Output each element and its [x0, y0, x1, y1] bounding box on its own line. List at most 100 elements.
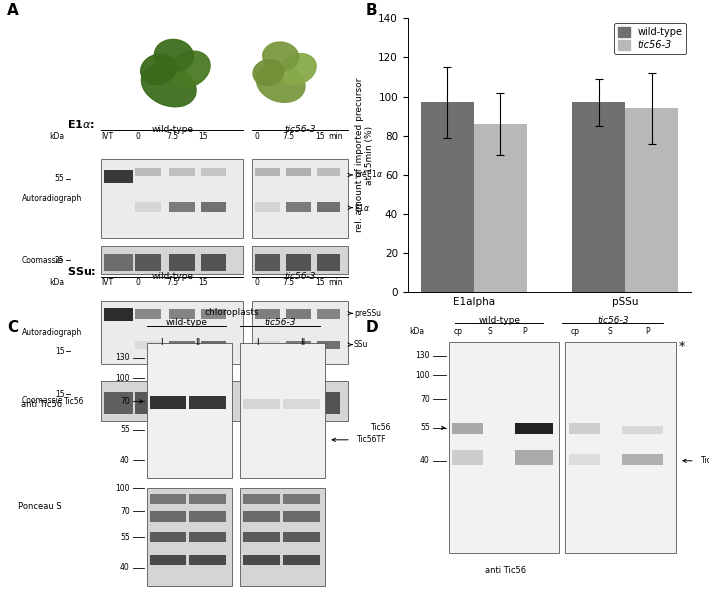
Text: 55: 55	[120, 532, 130, 541]
Text: IVT: IVT	[101, 132, 113, 141]
Bar	[135, 341, 161, 348]
Text: min: min	[328, 278, 342, 287]
Text: 40: 40	[120, 456, 130, 465]
Bar	[150, 512, 186, 522]
Bar	[150, 532, 186, 542]
Text: Tic56TF: Tic56TF	[701, 456, 709, 465]
Text: Coomassie: Coomassie	[22, 256, 64, 264]
Text: P: P	[645, 327, 650, 336]
Bar	[150, 555, 186, 565]
Bar	[283, 532, 320, 542]
Bar	[623, 454, 663, 465]
Text: 15: 15	[55, 390, 65, 399]
Text: 15: 15	[315, 278, 325, 287]
Bar	[569, 454, 600, 465]
Text: Autoradiograph: Autoradiograph	[22, 328, 82, 337]
Text: 40: 40	[120, 563, 130, 572]
Bar	[515, 450, 553, 465]
Bar	[243, 532, 280, 542]
Bar	[569, 423, 600, 434]
Text: Tic56TF: Tic56TF	[357, 435, 386, 445]
Bar	[135, 169, 161, 176]
Bar	[135, 392, 161, 414]
Text: 130: 130	[415, 351, 430, 360]
Text: preSSu: preSSu	[354, 309, 381, 318]
Ellipse shape	[155, 40, 194, 71]
Bar	[189, 532, 226, 542]
Bar	[135, 202, 161, 211]
Text: *: *	[679, 340, 686, 353]
Text: 7.5: 7.5	[166, 132, 179, 141]
Bar	[515, 423, 553, 434]
Bar	[243, 512, 280, 522]
Bar	[317, 253, 340, 270]
Bar	[169, 202, 195, 211]
Text: min: min	[328, 132, 342, 141]
Bar	[201, 202, 226, 211]
Bar	[255, 169, 280, 176]
Text: 100: 100	[116, 484, 130, 493]
Bar	[452, 450, 484, 465]
Text: preE1$\alpha$: preE1$\alpha$	[354, 169, 383, 181]
Ellipse shape	[141, 64, 196, 107]
Bar	[101, 301, 243, 364]
Bar	[317, 202, 340, 211]
Bar	[449, 342, 559, 553]
Bar	[201, 253, 226, 270]
Text: 25: 25	[55, 256, 65, 264]
Text: A: A	[7, 3, 19, 18]
Bar	[240, 343, 325, 478]
Text: D: D	[365, 320, 378, 335]
Bar	[150, 396, 186, 409]
Bar	[255, 309, 280, 319]
Text: 100: 100	[116, 374, 130, 383]
Text: E1$\alpha$: E1$\alpha$	[354, 202, 370, 213]
Bar	[286, 309, 311, 319]
Text: tic56-3: tic56-3	[264, 319, 296, 327]
Bar	[286, 169, 311, 176]
Bar	[452, 423, 484, 434]
Bar	[104, 392, 133, 414]
Bar	[104, 308, 133, 321]
Text: II: II	[195, 337, 201, 347]
Bar	[201, 341, 226, 348]
Bar	[240, 488, 325, 586]
Text: chloroplasts: chloroplasts	[204, 308, 259, 317]
Bar	[252, 301, 348, 364]
Text: $\mathbf{E1}\alpha$:: $\mathbf{E1}\alpha$:	[67, 118, 95, 130]
Bar	[283, 493, 320, 504]
Bar	[169, 392, 195, 414]
Bar	[201, 392, 226, 414]
Text: cp: cp	[454, 327, 463, 336]
Bar	[243, 555, 280, 565]
Text: 0: 0	[136, 278, 140, 287]
Bar	[101, 381, 243, 421]
Text: anti Tic56: anti Tic56	[21, 400, 62, 409]
Bar	[255, 253, 280, 270]
Bar	[189, 493, 226, 504]
Text: 7.5: 7.5	[282, 132, 295, 141]
Text: tic56-3: tic56-3	[597, 316, 629, 325]
Text: 7.5: 7.5	[166, 278, 179, 287]
Bar	[286, 392, 311, 414]
Text: Tic56: Tic56	[372, 423, 392, 432]
Bar	[317, 392, 340, 414]
Bar	[147, 343, 232, 478]
Text: P: P	[522, 327, 527, 336]
Text: 70: 70	[120, 397, 130, 406]
Text: 40: 40	[420, 456, 430, 465]
Text: 15: 15	[315, 132, 325, 141]
Text: 0: 0	[136, 132, 140, 141]
Bar	[255, 341, 280, 348]
Bar	[286, 253, 311, 270]
Ellipse shape	[257, 64, 305, 102]
Text: 15: 15	[55, 347, 65, 356]
Text: cp: cp	[571, 327, 579, 336]
Text: $\mathbf{SSu}$:: $\mathbf{SSu}$:	[67, 264, 96, 276]
Text: 7.5: 7.5	[282, 278, 295, 287]
Bar	[252, 159, 348, 238]
Bar	[101, 159, 243, 238]
Bar	[189, 512, 226, 522]
Bar	[286, 341, 311, 348]
Bar	[625, 108, 679, 292]
